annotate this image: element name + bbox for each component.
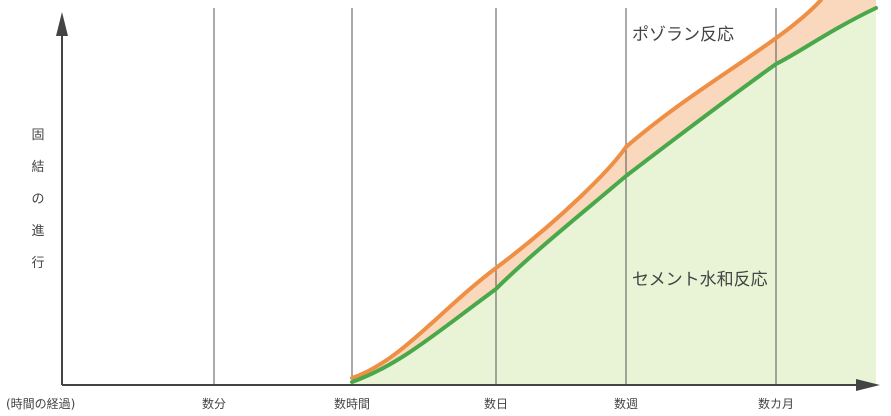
tick-label-hours: 数時間 [334, 396, 370, 411]
x-axis-label: (時間の経過) [6, 397, 75, 411]
tick-label-months: 数カ月 [758, 396, 794, 411]
gridlines [213, 8, 777, 385]
y-axis-arrowhead [56, 12, 68, 36]
pozzolanic-reaction-label: ポゾラン反応 [632, 25, 734, 45]
x-axis-arrowhead [856, 379, 880, 391]
y-axis-label-char: 固 [31, 128, 44, 143]
y-axis-label-char: 結 [31, 160, 44, 175]
y-axis-label-char: の [31, 192, 44, 207]
y-axis-label-char: 進 [31, 224, 44, 239]
tick-label-days: 数日 [484, 396, 508, 411]
hydration-area-fill [352, 8, 876, 385]
tick-label-weeks: 数週 [614, 396, 638, 411]
y-axis-label-char: 行 [31, 256, 44, 271]
tick-label-minutes: 数分 [202, 396, 226, 411]
y-axis-label: 固 結 の 進 行 [31, 128, 44, 271]
cement-hydration-label: セメント水和反応 [632, 270, 768, 290]
pozzolanic-band-fill [352, 0, 876, 382]
cement-hydration-curve [350, 6, 878, 384]
pozzolanic-reaction-curve [350, 0, 823, 380]
